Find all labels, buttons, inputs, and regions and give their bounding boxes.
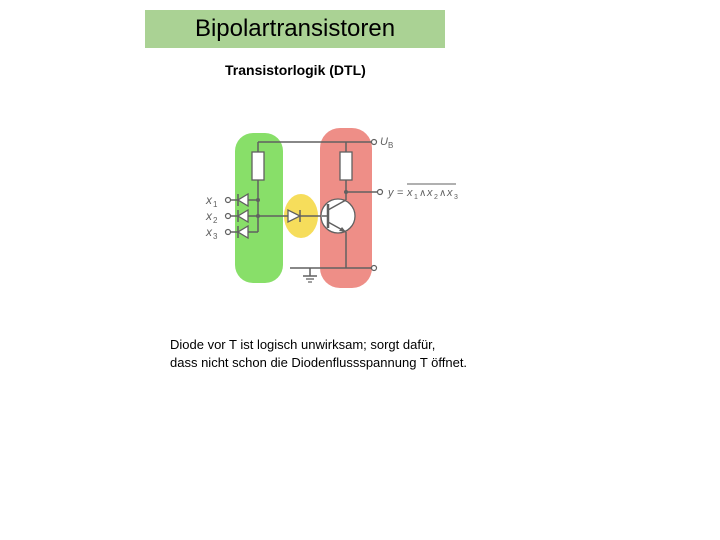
svg-text:B: B xyxy=(388,141,393,150)
svg-text:x: x xyxy=(205,225,213,239)
svg-text:1: 1 xyxy=(213,200,218,209)
svg-text:1: 1 xyxy=(414,194,418,201)
svg-text:3: 3 xyxy=(213,232,218,241)
dtl-circuit-diagram: U B x1 x2 x3 xyxy=(200,128,460,293)
note-line-2: dass nicht schon die Diodenflussspannung… xyxy=(170,355,467,370)
svg-text:y: y xyxy=(387,187,395,199)
page-title: Bipolartransistoren xyxy=(195,15,395,43)
svg-text:x: x xyxy=(426,187,433,199)
svg-text:x: x xyxy=(205,193,213,207)
footer-note: Diode vor T ist logisch unwirksam; sorgt… xyxy=(170,336,510,371)
svg-text:2: 2 xyxy=(213,216,218,225)
svg-text:2: 2 xyxy=(434,194,438,201)
svg-text:3: 3 xyxy=(454,194,458,201)
svg-text:x: x xyxy=(205,209,213,223)
svg-text:∧: ∧ xyxy=(439,188,446,199)
svg-text:=: = xyxy=(397,187,403,199)
svg-text:U: U xyxy=(380,136,388,148)
svg-text:∧: ∧ xyxy=(419,188,426,199)
note-line-1: Diode vor T ist logisch unwirksam; sorgt… xyxy=(170,337,435,352)
svg-text:x: x xyxy=(446,187,453,199)
title-bar: Bipolartransistoren xyxy=(145,10,445,48)
svg-text:x: x xyxy=(406,187,413,199)
subtitle: Transistorlogik (DTL) xyxy=(225,62,366,78)
